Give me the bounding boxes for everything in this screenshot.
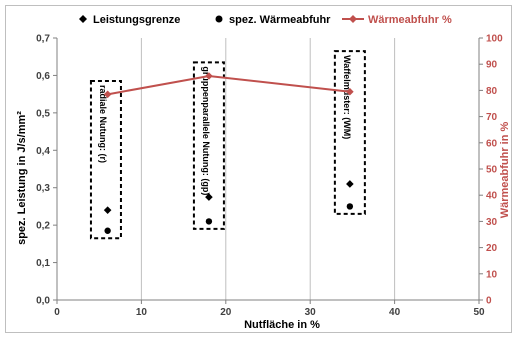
y2-tick-label: 60 (486, 138, 498, 149)
y2-tick-label: 10 (486, 269, 498, 280)
y-axis-title: spez. Leistung in J/s/mm² (16, 111, 28, 245)
y-tick-label: 0,1 (36, 258, 50, 269)
annotation-label: radiale Nutung: (r) (98, 85, 108, 163)
data-point-diamond (103, 206, 112, 214)
y-tick-label: 0,2 (36, 221, 50, 232)
x-tick-label: 0 (54, 307, 60, 318)
y-tick-label: 0,4 (36, 146, 50, 157)
y-tick-labels: 0,0 0,1 0,2 0,3 0,4 0,5 0,6 0,7 (36, 34, 57, 307)
y-tick-label: 0,3 (36, 183, 50, 194)
axes (56, 38, 480, 301)
annotation-boxes: radiale Nutung: (r) gruppenparallele Nutu… (89, 50, 366, 240)
legend-label-spez-waermeabfuhr: spez. Wärmeabfuhr (229, 14, 331, 26)
y2-tick-label: 20 (486, 243, 498, 254)
x-axis-title: Nutfläche in % (244, 319, 320, 331)
series-line-waermeabfuhr (107, 74, 350, 96)
y2-tick-label: 80 (486, 86, 498, 97)
y2-tick-label: 100 (486, 34, 503, 45)
y2-tick-label: 70 (486, 112, 498, 123)
annotation-label: gruppenparallele Nutung: (gp) (201, 66, 211, 195)
x-tick-label: 20 (220, 307, 232, 318)
grid-lines (140, 38, 396, 300)
x-tick-labels: 0 10 20 30 40 50 (54, 300, 485, 318)
x-tick-label: 40 (389, 307, 401, 318)
x-tick-label: 50 (473, 307, 485, 318)
y-tick-label: 0,7 (36, 34, 50, 45)
annotation-box (333, 50, 366, 215)
y2-axis-title: Wärmeabfuhr in % (499, 122, 511, 219)
annotation-box (89, 80, 122, 240)
x-tick-label: 10 (136, 307, 148, 318)
y2-tick-label: 50 (486, 165, 498, 176)
y-tick-label: 0,6 (36, 71, 50, 82)
legend-circle-icon (215, 15, 223, 23)
data-point-circle (346, 203, 354, 210)
y2-tick-labels: 0 10 20 30 40 50 60 70 80 90 100 (479, 34, 503, 307)
y2-tick-label: 0 (486, 296, 492, 307)
data-point-circle (205, 218, 213, 225)
legend-red-diamond-icon (349, 15, 357, 23)
x-tick-label: 30 (305, 307, 317, 318)
legend-diamond-icon (79, 15, 87, 23)
y-tick-label: 0,5 (36, 108, 50, 119)
data-series (103, 72, 354, 234)
legend: Leistungsgrenze spez. Wärmeabfuhr Wärmea… (79, 14, 452, 26)
legend-label-waermeabfuhr-prozent: Wärmeabfuhr % (368, 14, 452, 26)
y2-tick-label: 30 (486, 217, 498, 228)
y2-tick-label: 90 (486, 60, 498, 71)
y-tick-label: 0,0 (36, 296, 50, 307)
chart-frame (5, 5, 512, 333)
data-point-circle (104, 227, 111, 234)
data-point-diamond (205, 193, 213, 201)
y2-tick-label: 40 (486, 191, 498, 202)
data-point-diamond (346, 180, 354, 188)
data-point-red-diamond (205, 72, 213, 80)
data-point-red-diamond (103, 90, 112, 99)
annotation-box (192, 61, 225, 230)
annotation-label: Waffelmuster: (WM) (342, 55, 352, 139)
data-point-red-diamond (346, 87, 354, 96)
legend-label-leistungsgrenze: Leistungsgrenze (93, 14, 180, 26)
